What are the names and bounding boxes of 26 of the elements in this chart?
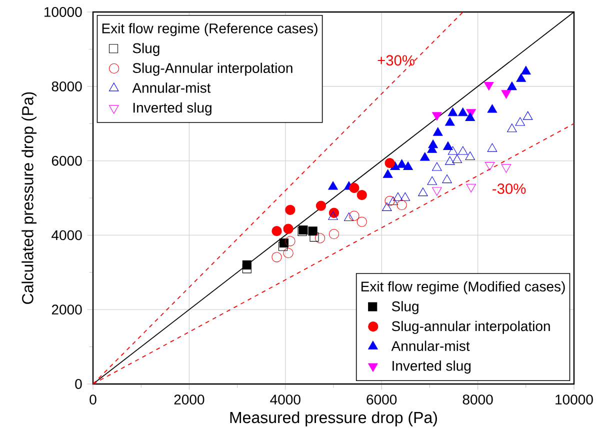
y-tick-label: 6000 — [52, 156, 82, 166]
y-tick-label: 4000 — [52, 230, 82, 240]
legend-label: Slug-annular interpolation — [392, 320, 550, 334]
x-tick-label: 4000 — [270, 394, 300, 405]
annotation: -30% — [492, 184, 526, 194]
y-tick-label: 10000 — [44, 7, 82, 17]
text: Exit flow regime (Reference cases) — [102, 23, 318, 36]
legend-label: Inverted slug — [133, 102, 212, 116]
x-tick-label: 2000 — [174, 394, 204, 405]
x-tick-label: 8000 — [462, 394, 493, 405]
legend-label: Slug — [132, 42, 160, 56]
x-tick-label: 6000 — [366, 394, 397, 405]
legend-label: Annular-mist — [132, 82, 211, 93]
legend-label: Annular-mist — [391, 340, 470, 351]
legend-label: Slug-Annular interpolation — [132, 62, 292, 76]
x-tick-label: 10000 — [556, 394, 593, 405]
y-axis-title: Calculated pressure drop (Pa) — [22, 92, 37, 304]
x-axis-title: Measured pressure drop (Pa) — [230, 411, 437, 426]
y-tick-label: 8000 — [52, 81, 82, 92]
x-tick-label: 0 — [90, 394, 96, 405]
annotation: +30% — [378, 55, 414, 66]
legend-label: Inverted slug — [392, 360, 471, 374]
y-tick-label: 2000 — [52, 304, 82, 315]
legend-label: Slug — [392, 301, 418, 314]
y-tick-label: 0 — [75, 379, 82, 389]
text: Exit flow regime (Modified cases) — [362, 281, 565, 294]
